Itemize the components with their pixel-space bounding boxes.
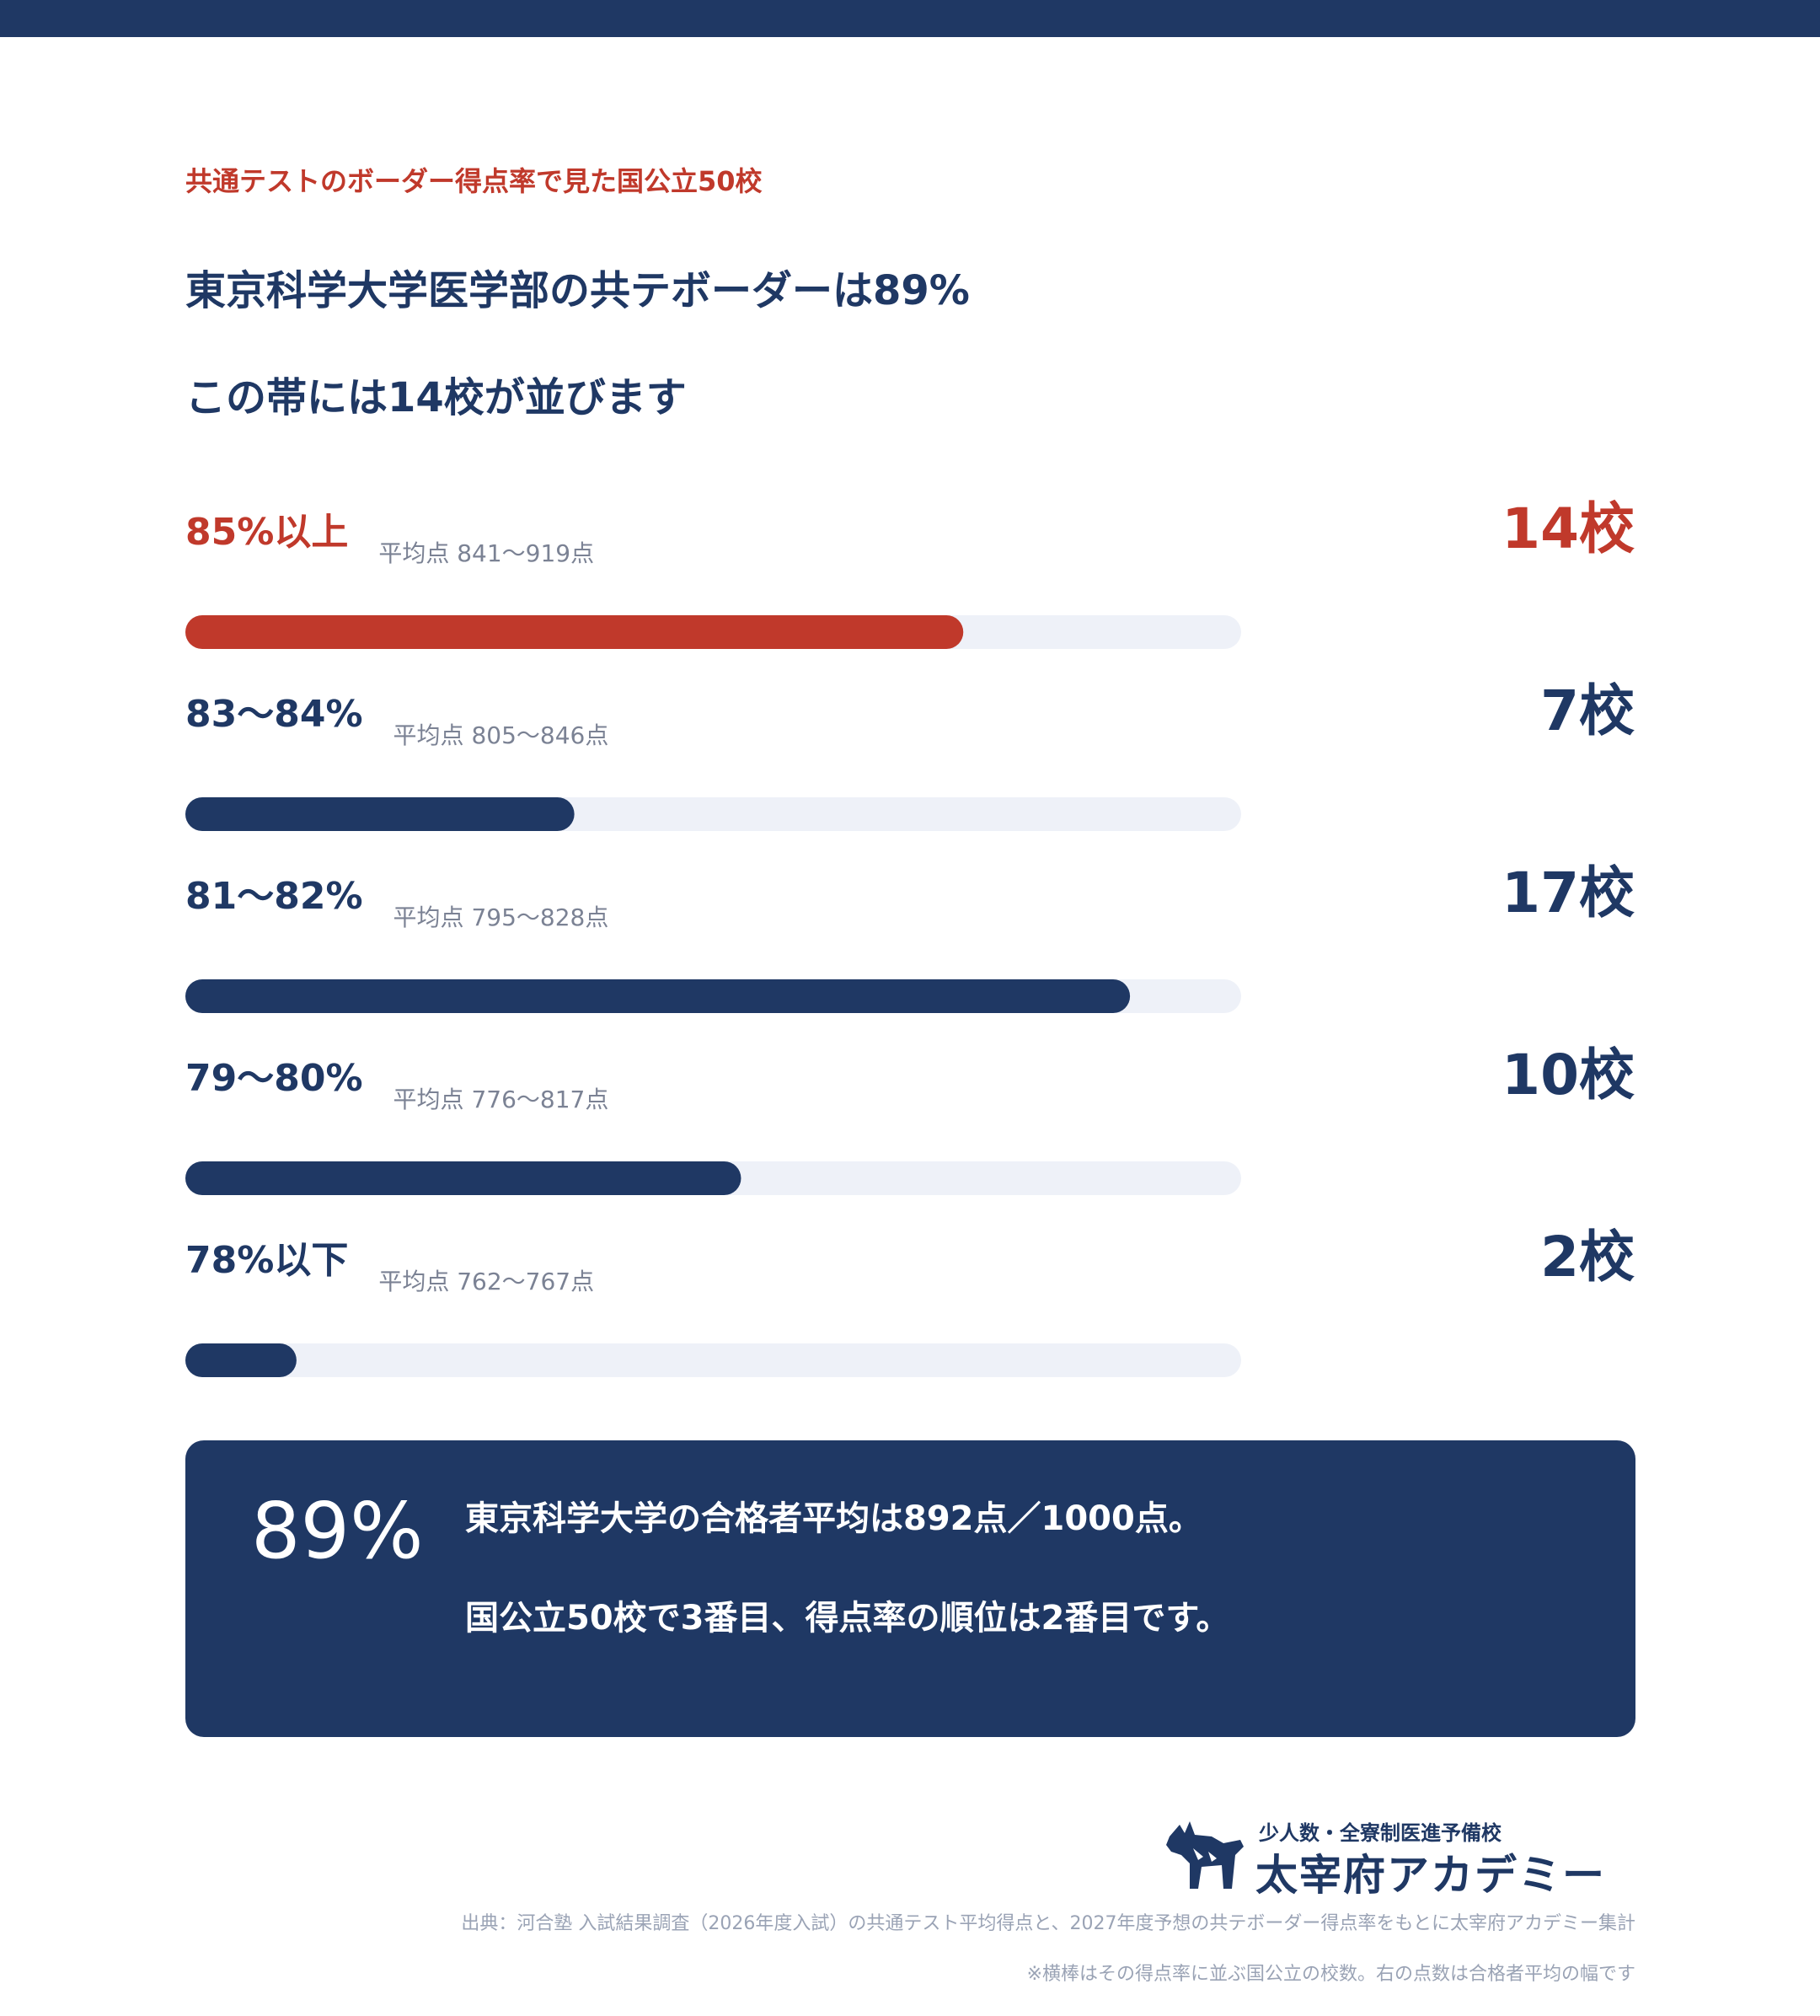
band-average-range: 平均点 776〜817点 — [393, 1086, 609, 1113]
logo-wordmark: 太宰府アカデミー — [1255, 1850, 1606, 1900]
school-count: 14校 — [1502, 496, 1635, 561]
band-average-range: 平均点 805〜846点 — [393, 721, 609, 749]
school-count: 17校 — [1502, 861, 1635, 925]
school-count: 2校 — [1540, 1225, 1635, 1289]
dog-silhouette-icon — [1166, 1821, 1244, 1889]
headline-line-1: 東京科学大学医学部の共テボーダーは89% — [185, 267, 970, 314]
band-average-range: 平均点 795〜828点 — [393, 903, 609, 931]
bar-fill — [185, 797, 575, 831]
bar-chart: 85%以上平均点 841〜919点 14校 83〜84% 平均点 805〜846点 7校… — [185, 496, 1635, 1377]
callout-box: 89% 東京科学大学の合格者平均は892点／1000点。 国公立50校で3番目、… — [185, 1440, 1635, 1737]
band-label: 78%以下 — [185, 1239, 348, 1282]
headline-line-2: この帯には14校が並びます — [185, 374, 687, 421]
band-label: 81〜82% — [185, 875, 363, 918]
school-count: 7校 — [1540, 678, 1635, 743]
top-accent-bar — [0, 0, 1820, 37]
school-count: 10校 — [1502, 1043, 1635, 1107]
bar-fill — [185, 615, 964, 649]
band-average-range: 平均点 841〜919点 — [378, 539, 594, 567]
band-label: 85%以上 — [185, 511, 348, 554]
logo-tagline: 少人数・全寮制医進予備校 — [1259, 1820, 1502, 1845]
band-average-range: 平均点 762〜767点 — [378, 1268, 594, 1295]
eyebrow-label: 共通テストのボーダー得点率で見た国公立50校 — [185, 165, 763, 197]
source-note: 出典：河合塾 入試結果調査（2026年度入試）の共通テスト平均得点と、2027年… — [461, 1913, 1635, 1934]
callout-percentage: 89% — [251, 1486, 424, 1576]
callout-line-2: 国公立50校で3番目、得点率の順位は2番目です。 — [465, 1599, 1230, 1638]
band-label: 83〜84% — [185, 693, 363, 736]
brand-logo: 少人数・全寮制医進予備校 太宰府アカデミー — [1164, 1816, 1636, 1900]
band-label: 79〜80% — [185, 1057, 363, 1100]
bar-fill — [185, 1343, 297, 1377]
callout-line-1: 東京科学大学の合格者平均は892点／1000点。 — [465, 1499, 1202, 1538]
bar-fill — [185, 979, 1131, 1013]
bar-fill — [185, 1161, 741, 1195]
footnote: ※横棒はその得点率に並ぶ国公立の校数。右の点数は合格者平均の幅です — [1026, 1964, 1635, 1985]
bar-track — [185, 1343, 1241, 1377]
